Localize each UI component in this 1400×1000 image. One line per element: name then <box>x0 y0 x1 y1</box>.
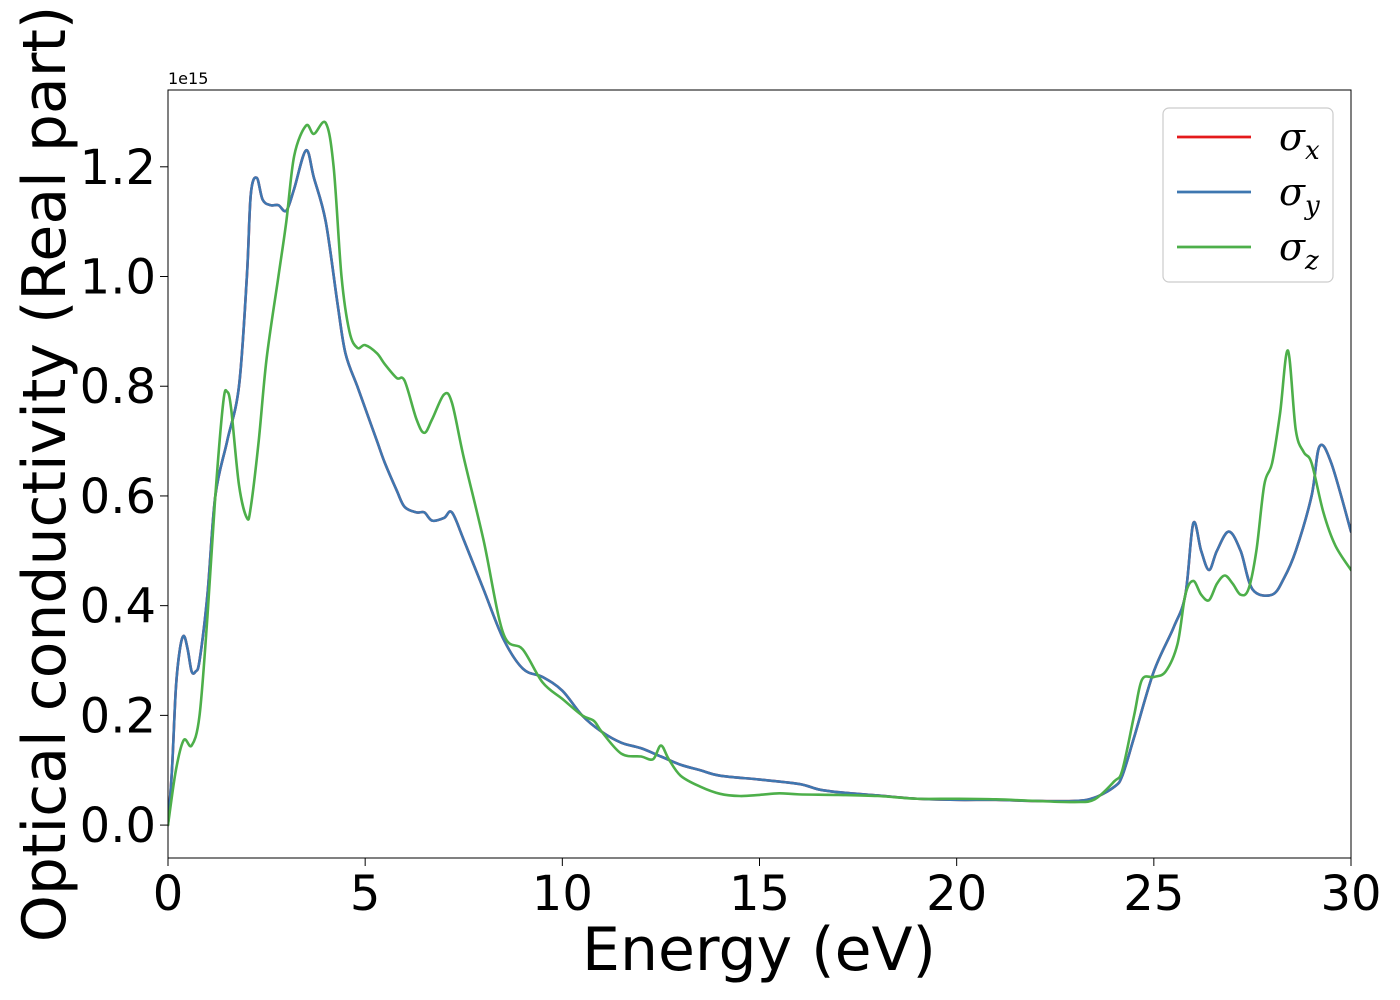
x-tick-label: 15 <box>729 866 790 922</box>
legend-label-sigma-z: σz <box>1279 225 1319 276</box>
y-tick-label: 0.0 <box>80 798 156 854</box>
x-tick-label: 10 <box>532 866 593 922</box>
y-axis-offset-label: 1e15 <box>168 69 208 88</box>
legend-label-sigma-y: σy <box>1279 170 1320 221</box>
x-tick-label: 25 <box>1123 866 1184 922</box>
x-tick-label: 0 <box>153 866 184 922</box>
y-tick-label: 0.2 <box>80 688 156 744</box>
series-layer <box>168 120 1351 827</box>
y-tick-label: 1.2 <box>80 140 156 196</box>
x-tick-label: 20 <box>926 866 987 922</box>
y-axis-label: Optical conductivity (Real part) <box>10 6 80 943</box>
y-tick-label: 0.4 <box>80 579 156 635</box>
x-tick-label: 30 <box>1320 866 1381 922</box>
y-tick-label: 0.8 <box>80 359 156 415</box>
y-axis-ticks: 0.0 0.2 0.4 0.6 0.8 1.0 1.2 <box>80 140 168 854</box>
y-tick-label: 0.6 <box>80 469 156 525</box>
x-tick-label: 5 <box>350 866 381 922</box>
x-axis-ticks: 0 5 10 15 20 25 30 <box>153 858 1382 922</box>
series-line-sigma-y <box>168 149 1351 827</box>
x-axis-label: Energy (eV) <box>582 915 936 985</box>
legend-label-sigma-x: σx <box>1279 115 1320 166</box>
legend-box <box>1162 107 1334 283</box>
y-tick-label: 1.0 <box>80 250 156 306</box>
series-line-sigma-z <box>168 120 1351 827</box>
